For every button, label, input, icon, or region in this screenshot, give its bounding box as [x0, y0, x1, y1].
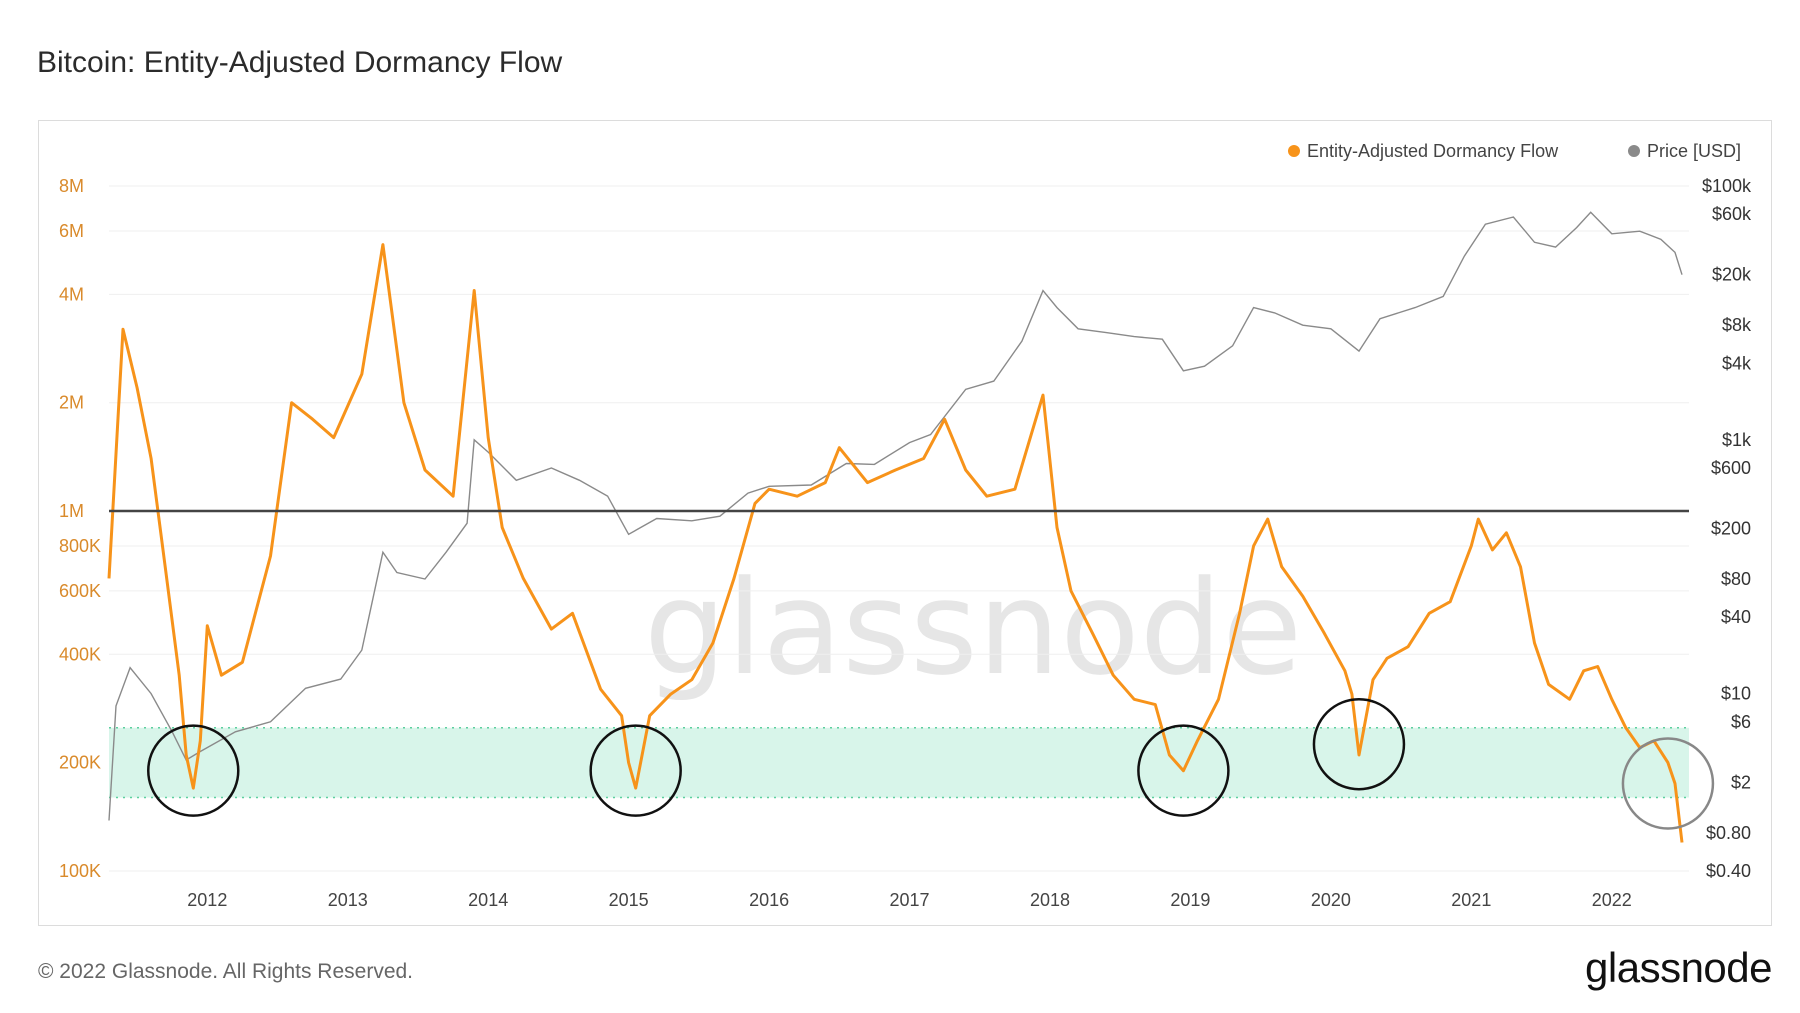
footer-copyright: © 2022 Glassnode. All Rights Reserved. — [38, 960, 414, 983]
chart-frame: glassnode 8M 6M 4M 2M 1M 800K 600K 400K 200K 100K… — [38, 120, 1772, 926]
legend-price-swatch — [1628, 145, 1640, 157]
y-right-tick-3: $8k — [1722, 315, 1752, 335]
chart-title: Bitcoin: Entity-Adjusted Dormancy Flow — [37, 46, 563, 79]
highlight-circle-2 — [1137, 724, 1230, 817]
y-left-tick-1: 6M — [59, 221, 84, 241]
y-right-tick-9: $40 — [1721, 607, 1751, 627]
x-tick-2020: 2020 — [1311, 890, 1351, 910]
y-right-tick-12: $2 — [1731, 772, 1751, 792]
y-right-tick-7: $200 — [1711, 519, 1751, 539]
y-right-tick-11: $6 — [1731, 712, 1751, 732]
y-right-tick-8: $80 — [1721, 569, 1751, 589]
y-left-tick-5: 800K — [59, 536, 101, 556]
legend-dormancy-swatch — [1288, 145, 1300, 157]
highlight-circle-1 — [589, 724, 682, 817]
y-right-tick-5: $1k — [1722, 430, 1752, 450]
y-left-tick-8: 200K — [59, 753, 101, 773]
x-tick-2017: 2017 — [890, 890, 930, 910]
x-tick-2016: 2016 — [749, 890, 789, 910]
y-left-tick-7: 400K — [59, 644, 101, 664]
watermark: glassnode — [644, 552, 1302, 704]
y-right-tick-0: $100k — [1702, 176, 1752, 196]
x-tick-2022: 2022 — [1592, 890, 1632, 910]
y-left-tick-4: 1M — [59, 501, 84, 521]
chart-svg: glassnode 8M 6M 4M 2M 1M 800K 600K 400K 200K 100K… — [59, 141, 1752, 910]
highlight-circle-0 — [147, 724, 240, 817]
y-left-tick-3: 2M — [59, 393, 84, 413]
x-tick-2018: 2018 — [1030, 890, 1070, 910]
y-right-tick-4: $4k — [1722, 353, 1752, 373]
y-right-tick-14: $0.40 — [1706, 861, 1751, 881]
support-band — [109, 727, 1689, 798]
series-price-line — [108, 211, 1683, 821]
x-tick-2019: 2019 — [1170, 890, 1210, 910]
x-tick-2013: 2013 — [328, 890, 368, 910]
y-left-tick-2: 4M — [59, 284, 84, 304]
x-tick-2014: 2014 — [468, 890, 508, 910]
y-right-tick-10: $10 — [1721, 684, 1751, 704]
y-right-tick-6: $600 — [1711, 458, 1751, 478]
legend-price-label: Price [USD] — [1647, 141, 1741, 161]
y-axis-right: $100k $60k $20k $8k $4k $1k $600 $200 $80 $40 $10 $… — [1702, 176, 1752, 881]
y-axis-left: 8M 6M 4M 2M 1M 800K 600K 400K 200K 100K — [59, 176, 101, 881]
highlight-circles — [147, 697, 1715, 830]
x-axis: 2012 2013 2014 2015 2016 2017 2018 2019 2020 2021… — [187, 890, 1631, 910]
highlight-circle-4 — [1621, 737, 1715, 830]
series-dormancy-line — [107, 243, 1684, 843]
y-right-tick-1: $60k — [1712, 204, 1752, 224]
legend: Entity-Adjusted Dormancy Flow Price [USD… — [1288, 141, 1741, 161]
highlight-circle-3 — [1312, 697, 1406, 791]
y-left-tick-6: 600K — [59, 581, 101, 601]
x-tick-2021: 2021 — [1451, 890, 1491, 910]
x-tick-2015: 2015 — [609, 890, 649, 910]
y-left-tick-0: 8M — [59, 176, 84, 196]
y-right-tick-13: $0.80 — [1706, 823, 1751, 843]
y-right-tick-2: $20k — [1712, 265, 1752, 285]
footer-logo: glassnode — [1585, 944, 1772, 991]
y-left-tick-9: 100K — [59, 861, 101, 881]
x-tick-2012: 2012 — [187, 890, 227, 910]
legend-dormancy-label: Entity-Adjusted Dormancy Flow — [1307, 141, 1559, 161]
